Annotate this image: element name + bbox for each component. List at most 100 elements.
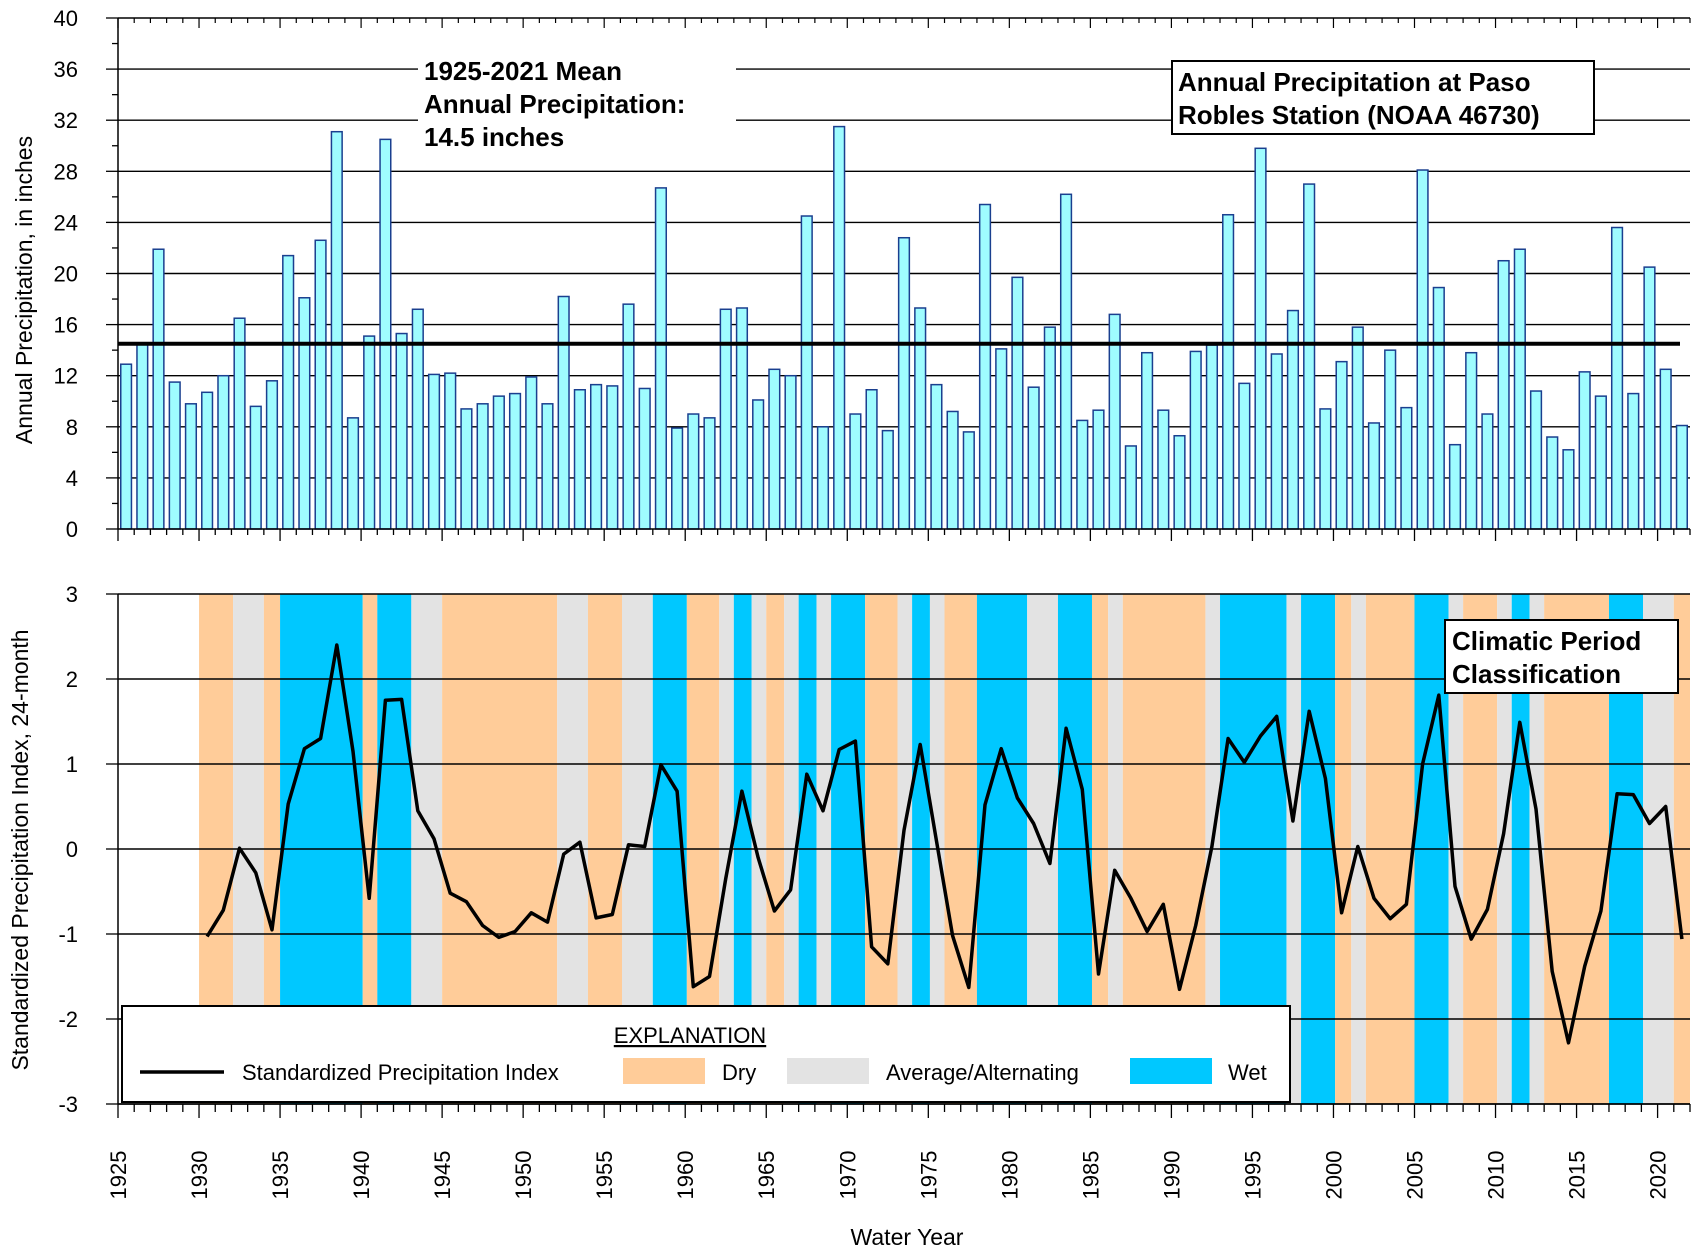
precip-title-line-2: Robles Station (NOAA 46730) [1178,100,1540,130]
precip-bar [508,392,522,530]
mean-annotation-line-1: 1925-2021 Mean [424,56,622,86]
precip-bar [233,317,246,530]
mean-annotation-line-3: 14.5 inches [424,122,564,152]
precip-y-tick-label: 40 [54,6,78,31]
precip-bar [541,403,554,530]
spi-y-tick-label: 3 [66,582,78,607]
precip-y-tick-label: 12 [54,364,78,389]
precip-bar [1059,193,1073,530]
precip-bar [298,297,311,530]
precip-bar [1027,386,1040,530]
x-tick-label: 2020 [1646,1151,1671,1200]
precip-bar [1222,213,1235,530]
precip-bar [622,303,635,530]
precip-bar [379,138,392,530]
legend-box [121,1005,1291,1103]
precip-bar [265,380,279,530]
precip-bar [1367,422,1381,530]
precip-bar [314,239,327,530]
precip-bar [1513,248,1526,530]
climatic-title-line-1: Climatic Period [1452,626,1641,656]
precip-bar [152,248,165,530]
precip-bar [1448,443,1462,530]
climatic-title-line-2: Classification [1452,659,1621,689]
spi-line [205,643,1684,1045]
precip-y-tick-label: 32 [54,108,78,133]
precip-bar [1578,371,1591,530]
x-axis-label: Water Year [851,1224,964,1249]
precip-bar [1092,409,1105,530]
precip-bar [865,389,878,530]
precip-bar [120,363,133,530]
precip-bar [1659,368,1672,530]
precip-y-tick-label: 8 [66,415,78,440]
precip-bar [1594,395,1607,530]
precip-bar [638,387,651,530]
precip-bar [249,405,262,530]
x-tick-label: 1955 [592,1151,617,1200]
precip-bar [444,372,457,530]
precip-bar [654,187,668,530]
precip-bar [671,427,684,530]
precip-bar [1675,424,1688,530]
precip-bar [1076,419,1089,530]
precip-bar [897,236,911,530]
precip-bar [282,254,295,530]
x-tick-label: 1990 [1159,1151,1184,1200]
precip-bar [1416,169,1429,530]
x-tick-label: 2010 [1484,1151,1509,1200]
precip-y-tick-label: 36 [54,57,78,82]
precip-bar [168,381,181,530]
precip-bar [395,332,408,530]
precip-bar [427,373,441,530]
precip-y-tick-label: 4 [66,466,78,491]
precip-bar [217,374,230,530]
precip-bar [1319,408,1332,530]
precip-bar [946,410,959,530]
climatic-title-box [1444,619,1679,694]
precip-bar [752,399,765,530]
legend-label-dry: Dry [722,1060,756,1085]
precip-bar [1173,434,1186,530]
x-tick-label: 1935 [268,1151,293,1200]
precip-bar [492,395,505,530]
precip-y-tick-label: 20 [54,262,78,287]
precip-bar [914,307,927,530]
precip-bar [1270,353,1283,530]
legend-label-average: Average/Alternating [886,1060,1079,1085]
spi-line-group [205,643,1684,1045]
precip-bar [881,429,894,530]
precip-bar [1011,276,1024,530]
mean-annotation-line-2: Annual Precipitation: [424,89,685,119]
precip-y-tick-labels: 0 4 8 12 16 20 24 28 32 36 40 [54,6,78,542]
spi-axes [106,593,1691,1118]
x-tick-label: 1945 [430,1151,455,1200]
precip-bar [1546,436,1559,530]
precip-bar [1627,392,1640,530]
precip-bar [1497,259,1510,530]
precip-bar [784,374,797,530]
spi-y-tick-label: 2 [66,667,78,692]
precip-bar [703,417,716,530]
legend: EXPLANATION Standardized Precipitation I… [121,1005,1291,1103]
precip-bar [1238,382,1251,530]
mean-annotation-box [418,52,736,152]
precip-bar [1124,445,1137,530]
spi-y-tick-labels: -3 -2 -1 0 1 2 3 [58,582,78,1117]
precip-y-tick-label: 28 [54,159,78,184]
precip-bar [1303,183,1316,530]
precip-bar [849,413,862,530]
precip-bar [476,403,489,530]
spi-y-tick-label: 1 [66,752,78,777]
legend-label-spi: Standardized Precipitation Index [242,1060,559,1085]
precip-bar [1529,390,1543,530]
precip-bar [201,391,214,530]
precip-bar [1189,350,1202,530]
precip-bar [1335,360,1348,530]
precip-bar [525,376,538,530]
precip-bar [687,413,700,530]
legend-label-wet: Wet [1228,1060,1267,1085]
precip-bar [735,307,749,530]
precip-bar [346,417,360,530]
